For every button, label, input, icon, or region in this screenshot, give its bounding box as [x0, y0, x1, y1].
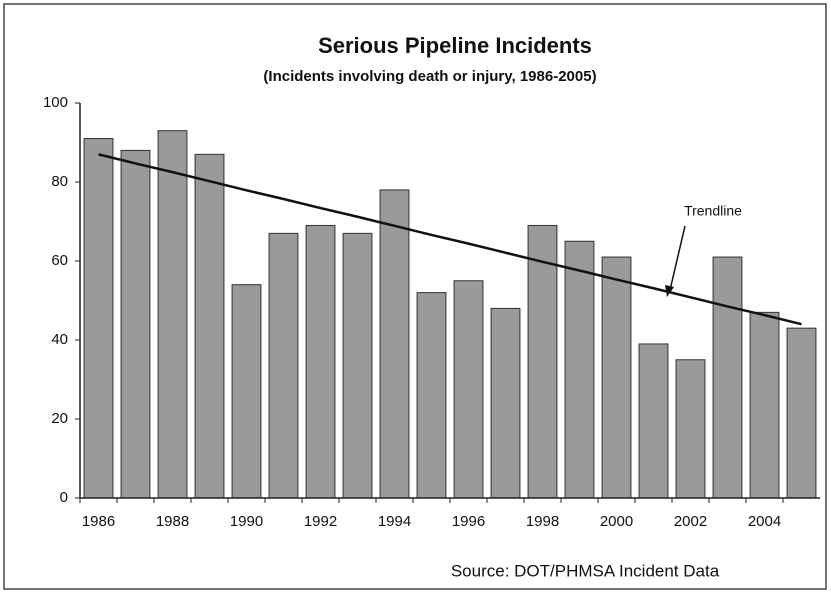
- x-tick-label: 1994: [378, 513, 411, 530]
- bar: [675, 359, 706, 499]
- bar: [194, 153, 225, 499]
- x-tick-label: 2000: [600, 513, 633, 530]
- y-tick-label: 0: [60, 489, 68, 506]
- y-tick-label: 20: [51, 410, 68, 427]
- bar: [157, 130, 188, 499]
- x-tick-label: 1990: [230, 513, 263, 530]
- annotation-arrow: [669, 225, 686, 291]
- y-tick-label: 80: [51, 173, 68, 190]
- bar: [379, 189, 410, 499]
- bar: [305, 224, 336, 499]
- bar: [749, 311, 780, 499]
- bar: [416, 292, 447, 499]
- bar: [527, 224, 558, 499]
- chart-subtitle: (Incidents involving death or injury, 19…: [263, 68, 596, 85]
- y-tick-label: 60: [51, 252, 68, 269]
- x-tick-label: 1988: [156, 513, 189, 530]
- x-tick-label: 1986: [82, 513, 115, 530]
- chart-title: Serious Pipeline Incidents: [318, 33, 592, 58]
- y-tick-label: 40: [51, 331, 68, 348]
- bar: [120, 149, 151, 499]
- bar: [490, 307, 521, 499]
- x-tick-label: 1992: [304, 513, 337, 530]
- trendline-label: Trendline: [684, 203, 742, 219]
- bar: [786, 327, 817, 499]
- bar: [564, 240, 595, 499]
- bar: [453, 280, 484, 499]
- bar: [601, 256, 632, 499]
- x-tick-label: 2004: [748, 513, 781, 530]
- bar: [638, 343, 669, 499]
- bar: [231, 284, 262, 499]
- bar: [83, 138, 114, 499]
- x-tick-label: 1996: [452, 513, 485, 530]
- x-tick-label: 2002: [674, 513, 707, 530]
- bar: [342, 232, 373, 499]
- x-tick-label: 1998: [526, 513, 559, 530]
- y-tick-label: 100: [43, 94, 68, 111]
- source-note: Source: DOT/PHMSA Incident Data: [451, 561, 720, 580]
- bar: [268, 232, 299, 499]
- bar: [712, 256, 743, 499]
- trendline: [98, 153, 802, 326]
